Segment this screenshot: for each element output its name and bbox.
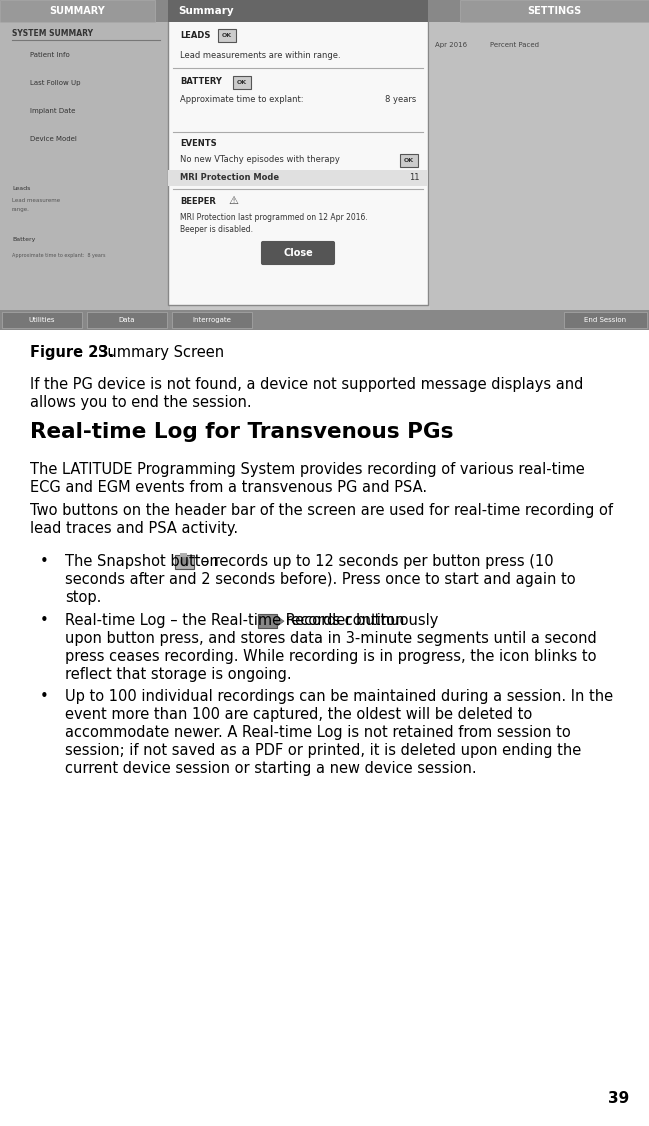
Text: SYSTEM SUMMARY: SYSTEM SUMMARY: [12, 29, 93, 38]
Bar: [0, 0, 649, 330]
Text: BATTERY: BATTERY: [180, 78, 222, 87]
Text: stop.: stop.: [65, 590, 101, 605]
Text: OK: OK: [237, 80, 247, 84]
Bar: [0, 0, 155, 23]
Bar: [0, 0, 170, 330]
Text: LEADS: LEADS: [180, 30, 210, 39]
Text: Patient Info: Patient Info: [30, 52, 69, 59]
Bar: [460, 0, 649, 23]
Text: EVENTS: EVENTS: [180, 140, 217, 149]
Text: current device session or starting a new device session.: current device session or starting a new…: [65, 761, 476, 776]
Text: session; if not saved as a PDF or printed, it is deleted upon ending the: session; if not saved as a PDF or printe…: [65, 743, 582, 758]
Text: – records up to 12 seconds per button press (10: – records up to 12 seconds per button pr…: [197, 554, 554, 569]
Text: The LATITUDE Programming System provides recording of various real-time: The LATITUDE Programming System provides…: [30, 462, 585, 477]
Text: MRI Protection last programmed on 12 Apr 2016.: MRI Protection last programmed on 12 Apr…: [180, 213, 368, 222]
Bar: [168, 0, 428, 305]
Text: Data: Data: [119, 318, 135, 323]
Text: Interrogate: Interrogate: [193, 318, 232, 323]
Text: ⚠: ⚠: [228, 196, 238, 206]
Text: MRI Protection Mode: MRI Protection Mode: [180, 173, 279, 182]
Text: Utilities: Utilities: [29, 318, 55, 323]
Text: lead traces and PSA activity.: lead traces and PSA activity.: [30, 521, 238, 536]
Bar: [233, 75, 251, 89]
Bar: [168, 170, 428, 186]
Text: accommodate newer. A Real-time Log is not retained from session to: accommodate newer. A Real-time Log is no…: [65, 725, 570, 740]
Text: Approximate time to explant:: Approximate time to explant:: [180, 96, 304, 105]
Text: Summary Screen: Summary Screen: [98, 345, 224, 360]
Bar: [175, 555, 194, 569]
Bar: [2, 312, 82, 328]
Text: Real-time Log – the Real-time Recorder button: Real-time Log – the Real-time Recorder b…: [65, 614, 409, 628]
Text: End Session: End Session: [585, 318, 626, 323]
Bar: [0, 0, 649, 23]
Bar: [180, 553, 187, 556]
Text: OK: OK: [222, 33, 232, 38]
Bar: [430, 0, 649, 330]
Text: Implant Date: Implant Date: [30, 108, 75, 114]
Text: Last Follow Up: Last Follow Up: [30, 80, 80, 86]
Bar: [172, 312, 252, 328]
Text: Lead measurements are within range.: Lead measurements are within range.: [180, 51, 341, 60]
Text: upon button press, and stores data in 3-minute segments until a second: upon button press, and stores data in 3-…: [65, 632, 596, 646]
Text: SETTINGS: SETTINGS: [527, 6, 581, 16]
Text: seconds after and 2 seconds before). Press once to start and again to: seconds after and 2 seconds before). Pre…: [65, 572, 576, 587]
Text: BEEPER: BEEPER: [180, 197, 216, 206]
Text: Lead measureme: Lead measureme: [12, 197, 60, 203]
Text: Leads: Leads: [12, 186, 31, 190]
Text: 39: 39: [607, 1091, 629, 1106]
Text: •: •: [40, 614, 49, 628]
Bar: [87, 312, 167, 328]
Text: Real-time Log for Transvenous PGs: Real-time Log for Transvenous PGs: [30, 422, 454, 443]
Bar: [258, 614, 277, 628]
Text: records continuously: records continuously: [281, 614, 438, 628]
Text: 8 years: 8 years: [385, 96, 416, 105]
Polygon shape: [277, 616, 284, 626]
Bar: [400, 154, 418, 167]
Text: SUMMARY: SUMMARY: [49, 6, 105, 16]
Text: If the PG device is not found, a device not supported message displays and: If the PG device is not found, a device …: [30, 377, 583, 392]
Text: range.: range.: [12, 207, 30, 213]
Text: Two buttons on the header bar of the screen are used for real-time recording of: Two buttons on the header bar of the scr…: [30, 503, 613, 518]
Text: •: •: [40, 689, 49, 704]
Text: Close: Close: [283, 248, 313, 258]
Text: Percent Paced: Percent Paced: [490, 42, 539, 48]
Text: Summary: Summary: [178, 6, 234, 16]
Text: Battery: Battery: [12, 238, 36, 242]
Text: •: •: [40, 554, 49, 569]
Text: 11: 11: [410, 173, 420, 182]
Bar: [168, 0, 428, 23]
Text: press ceases recording. While recording is in progress, the icon blinks to: press ceases recording. While recording …: [65, 650, 596, 664]
Text: Beeper is disabled.: Beeper is disabled.: [180, 224, 253, 233]
Circle shape: [180, 557, 188, 565]
Bar: [0, 310, 649, 330]
FancyBboxPatch shape: [262, 242, 334, 263]
Text: Apr 2016: Apr 2016: [435, 42, 467, 48]
Text: The Snapshot button: The Snapshot button: [65, 554, 223, 569]
Text: No new VTachy episodes with therapy: No new VTachy episodes with therapy: [180, 155, 340, 164]
Text: allows you to end the session.: allows you to end the session.: [30, 395, 252, 410]
Text: reflect that storage is ongoing.: reflect that storage is ongoing.: [65, 668, 291, 682]
Bar: [218, 29, 236, 42]
Text: Device Model: Device Model: [30, 136, 77, 142]
Bar: [564, 312, 647, 328]
Text: Up to 100 individual recordings can be maintained during a session. In the: Up to 100 individual recordings can be m…: [65, 689, 613, 704]
Text: Approximate time to explant:  8 years: Approximate time to explant: 8 years: [12, 252, 106, 258]
Text: ECG and EGM events from a transvenous PG and PSA.: ECG and EGM events from a transvenous PG…: [30, 480, 427, 495]
Text: OK: OK: [404, 158, 414, 163]
Text: Figure 23.: Figure 23.: [30, 345, 114, 360]
Text: event more than 100 are captured, the oldest will be deleted to: event more than 100 are captured, the ol…: [65, 707, 532, 722]
